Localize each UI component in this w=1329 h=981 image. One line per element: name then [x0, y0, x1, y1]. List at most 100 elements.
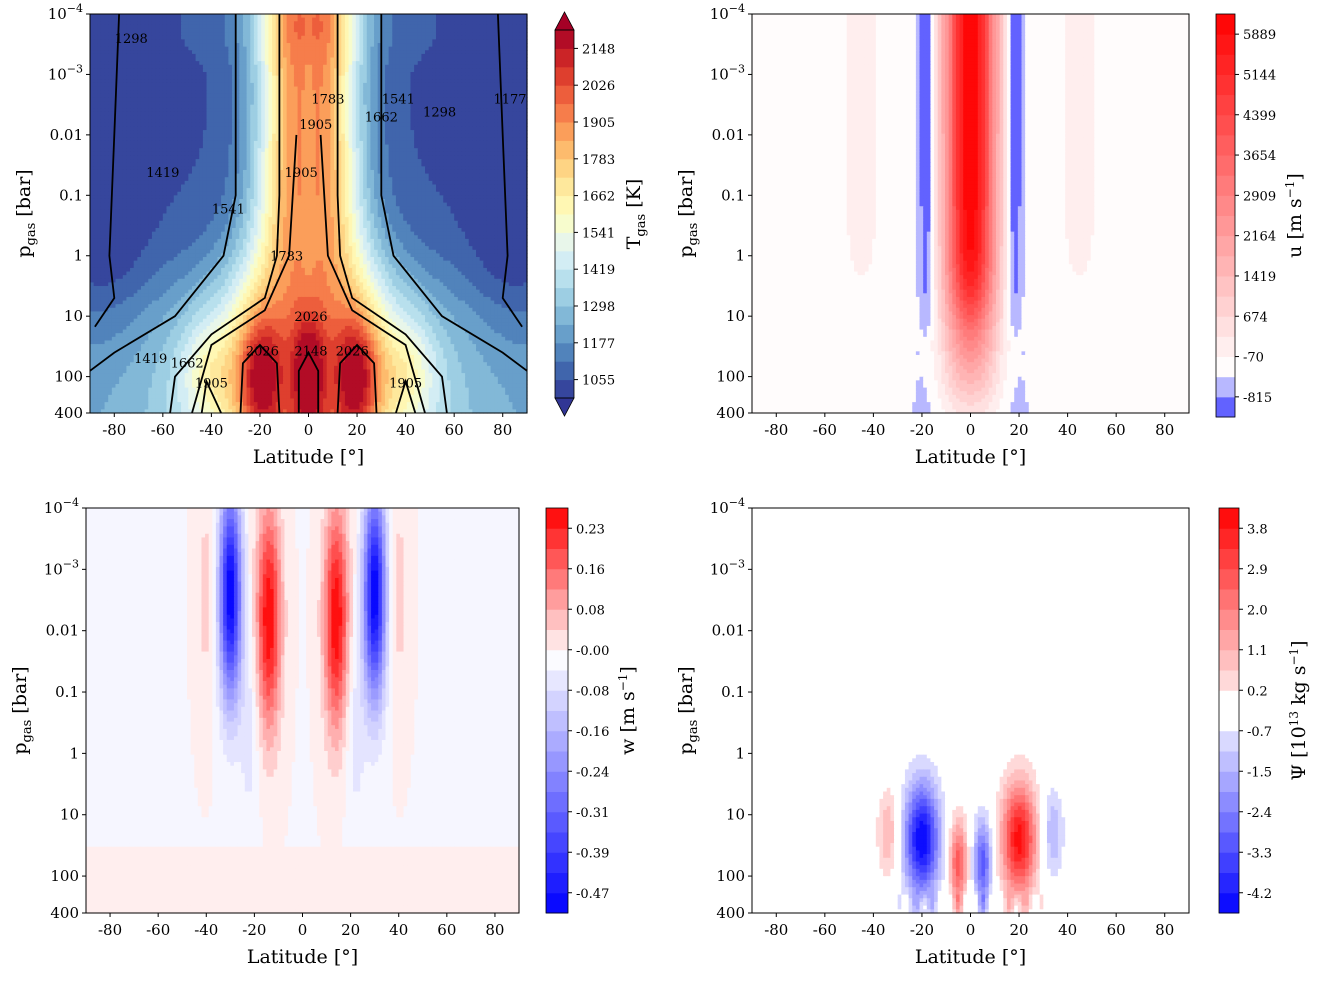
heatmap-cell: [330, 58, 334, 62]
heatmap-cell: [356, 87, 360, 91]
heatmap-cell: [520, 68, 524, 72]
heatmap-cell: [294, 68, 298, 72]
heatmap-cell: [516, 39, 520, 43]
heatmap-cell: [421, 79, 425, 83]
heatmap-cell: [345, 32, 349, 36]
heatmap-cell: [309, 32, 313, 36]
heatmap-cell: [145, 68, 149, 72]
heatmap-cell: [112, 25, 116, 29]
heatmap-cell: [512, 50, 516, 54]
heatmap-cell: [298, 25, 302, 29]
heatmap-cell: [97, 43, 101, 47]
heatmap-cell: [301, 39, 305, 43]
heatmap-cell: [287, 36, 291, 40]
heatmap-cell: [330, 14, 334, 18]
heatmap-cell: [159, 18, 163, 22]
heatmap-cell: [472, 32, 476, 36]
heatmap-cell: [370, 21, 374, 25]
heatmap-cell: [480, 21, 484, 25]
heatmap-cell: [410, 54, 414, 58]
heatmap-cell: [152, 68, 156, 72]
heatmap-cell: [436, 72, 440, 76]
heatmap-cell: [389, 76, 393, 80]
heatmap-cell: [385, 32, 389, 36]
heatmap-cell: [349, 47, 353, 51]
heatmap-cell: [290, 54, 294, 58]
heatmap-cell: [97, 83, 101, 87]
heatmap-cell: [403, 65, 407, 69]
heatmap-cell: [396, 43, 400, 47]
heatmap-cell: [207, 47, 211, 51]
heatmap-cell: [305, 14, 309, 18]
heatmap-cell: [185, 36, 189, 40]
heatmap-cell: [185, 72, 189, 76]
heatmap-cell: [440, 14, 444, 18]
heatmap-cell: [287, 47, 291, 51]
heatmap-cell: [509, 54, 513, 58]
heatmap-cell: [487, 68, 491, 72]
heatmap-cell: [225, 21, 229, 25]
heatmap-cell: [440, 47, 444, 51]
heatmap-cell: [250, 87, 254, 91]
heatmap-cell: [181, 76, 185, 80]
heatmap-cell: [177, 61, 181, 65]
heatmap-cell: [458, 87, 462, 91]
heatmap-cell: [290, 76, 294, 80]
heatmap-cell: [469, 54, 473, 58]
heatmap-cell: [181, 29, 185, 33]
heatmap-cell: [290, 39, 294, 43]
heatmap-cell: [483, 50, 487, 54]
heatmap-cell: [319, 58, 323, 62]
heatmap-cell: [228, 50, 232, 54]
heatmap-cell: [250, 54, 254, 58]
heatmap-cell: [487, 43, 491, 47]
heatmap-cell: [359, 47, 363, 51]
heatmap-cell: [505, 72, 509, 76]
heatmap-cell: [516, 65, 520, 69]
heatmap-cell: [483, 32, 487, 36]
heatmap-cell: [174, 58, 178, 62]
heatmap-cell: [181, 32, 185, 36]
heatmap-cell: [356, 14, 360, 18]
heatmap-cell: [145, 21, 149, 25]
heatmap-cell: [287, 90, 291, 94]
heatmap-cell: [108, 14, 112, 18]
heatmap-cell: [440, 61, 444, 65]
heatmap-cell: [389, 47, 393, 51]
heatmap-cell: [363, 65, 367, 69]
heatmap-cell: [141, 18, 145, 22]
heatmap-cell: [414, 83, 418, 87]
heatmap-cell: [454, 18, 458, 22]
heatmap-cell: [432, 43, 436, 47]
heatmap-cell: [254, 87, 258, 91]
heatmap-cell: [520, 58, 524, 62]
heatmap-cell: [520, 36, 524, 40]
heatmap-cell: [312, 65, 316, 69]
heatmap-cell: [217, 83, 221, 87]
heatmap-cell: [345, 43, 349, 47]
heatmap-cell: [370, 25, 374, 29]
heatmap-cell: [465, 61, 469, 65]
heatmap-cell: [210, 90, 214, 94]
heatmap-cell: [228, 47, 232, 51]
heatmap-cell: [483, 72, 487, 76]
heatmap-cell: [374, 32, 378, 36]
heatmap-cell: [203, 54, 207, 58]
heatmap-cell: [192, 61, 196, 65]
heatmap-cell: [159, 58, 163, 62]
heatmap-cell: [367, 58, 371, 62]
heatmap-cell: [367, 68, 371, 72]
heatmap-cell: [312, 58, 316, 62]
heatmap-cell: [97, 87, 101, 91]
heatmap-cell: [319, 72, 323, 76]
heatmap-cell: [502, 39, 506, 43]
heatmap-cell: [316, 76, 320, 80]
heatmap-cell: [247, 79, 251, 83]
heatmap-cell: [217, 72, 221, 76]
heatmap-cell: [148, 65, 152, 69]
heatmap-cell: [341, 79, 345, 83]
heatmap-cell: [421, 21, 425, 25]
heatmap-cell: [359, 43, 363, 47]
heatmap-cell: [469, 90, 473, 94]
heatmap-cell: [494, 79, 498, 83]
